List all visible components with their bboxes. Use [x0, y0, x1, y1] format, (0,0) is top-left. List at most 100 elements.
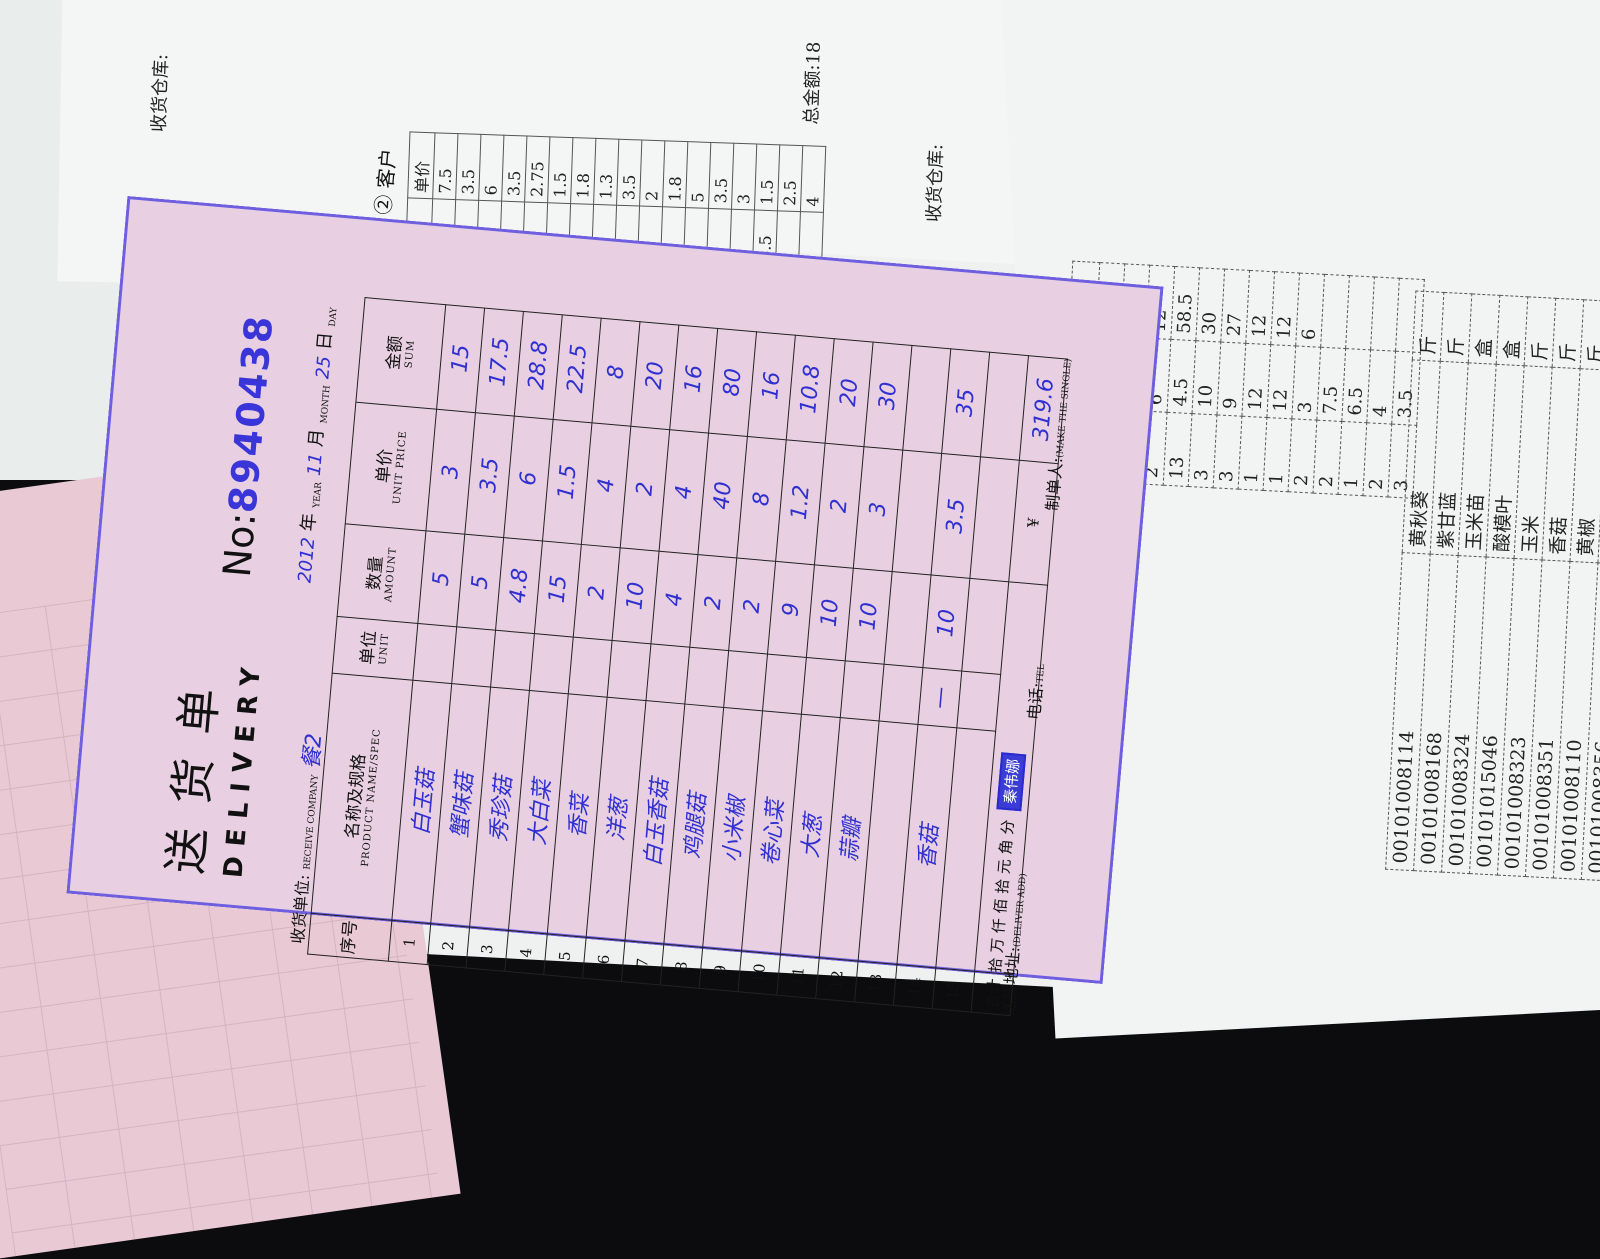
year-en: YEAR [312, 481, 325, 509]
cell-unit [840, 660, 885, 722]
top-price: 2.75 [524, 136, 550, 203]
receipt-title: 送货单 [157, 662, 230, 876]
top-price: 7.5 [432, 132, 458, 200]
total-amount-label: 总金额: [801, 64, 825, 125]
printout-unit: 盒 [1496, 295, 1528, 367]
column-header-cn: 序号 [337, 919, 361, 955]
cell-no: 1 [388, 920, 431, 965]
date-year: 2012 [294, 536, 320, 584]
receipt-number: No:8940438 [215, 312, 282, 578]
top-price: 3.5 [501, 135, 527, 202]
top-price: 3 [731, 143, 757, 210]
printout-qty: 1 [1263, 417, 1292, 492]
items-table: 序号 名称及规格 PRODUCT NAME/SPEC 单位 UNIT 数量 AMOUNT 单价… [307, 297, 1068, 1016]
cell-unit [645, 643, 690, 705]
top-price: 3.5 [708, 142, 734, 210]
tel-label: 电话: [1024, 681, 1047, 721]
top-price: 1.8 [570, 137, 596, 205]
receipt-date: 2012 年 YEAR 11 月 MONTH 25 日 DAY [289, 306, 339, 584]
top-price: 4 [800, 145, 826, 213]
cell-unit [568, 636, 613, 698]
cell-unit [762, 653, 807, 715]
column-header: 金额 SUM [355, 297, 446, 409]
printout-total: 27 [1220, 269, 1250, 344]
day-label: 日 [313, 331, 337, 351]
printout-qty: 1 [1337, 421, 1367, 496]
printout-price: 12 [1266, 344, 1296, 419]
warehouse-label-top: 收货仓库: [148, 53, 173, 133]
cell-no: 15 [932, 967, 975, 1013]
cell-unit [684, 647, 729, 708]
printout-price: 6.5 [1341, 348, 1371, 423]
printout-total [1345, 275, 1375, 350]
top-price: 5 [685, 141, 711, 209]
address-label: 送货地址: [998, 945, 1024, 1017]
printout-total: 30 [1195, 267, 1225, 343]
column-header: 单位 UNIT [332, 616, 418, 681]
top-price: 1.5 [754, 144, 780, 211]
date-month: 11 [303, 452, 327, 477]
cell-unit [956, 670, 1001, 732]
printout-price: 4.5 [1167, 339, 1196, 414]
cell-no: 10 [737, 950, 781, 996]
number-prefix: No: [214, 510, 265, 579]
cell-unit [879, 664, 923, 725]
printout-price: 9 [1216, 342, 1246, 417]
cell-no: 11 [776, 954, 820, 999]
tel-field: 电话:TEL [1020, 663, 1049, 721]
cell-unit [607, 640, 651, 701]
top-price: 2 [639, 140, 665, 207]
printout-price: 4 [1366, 349, 1396, 425]
total-amount-value: 18 [803, 41, 825, 65]
printout-total: 12 [1245, 270, 1275, 345]
maker-label: 制单人: [1042, 456, 1067, 512]
cell-unit [412, 623, 457, 684]
printout-unit: 盒 [1468, 293, 1500, 365]
cell-no: 12 [815, 957, 859, 1002]
printout-price: 7.5 [1316, 347, 1346, 422]
printout-price: 12 [1241, 343, 1271, 418]
total-amount: 总金额:18 [797, 41, 826, 125]
cell-no: 9 [699, 947, 742, 992]
printout-unit: 斤 [1524, 296, 1556, 368]
printout-unit: 斤 [1412, 290, 1444, 362]
cell-no: 13 [854, 961, 897, 1006]
top-price: 1.5 [547, 136, 573, 204]
cell-unit [801, 657, 846, 718]
cell-no: 14 [893, 964, 936, 1009]
printout-qty: 1 [1238, 416, 1267, 491]
printout-total: 6 [1295, 273, 1325, 348]
printout-qty: 2 [1313, 420, 1342, 495]
top-price: 6 [478, 134, 504, 202]
cell-unit [451, 626, 496, 688]
printout-qty: 13 [1163, 412, 1192, 487]
date-day: 25 [312, 355, 336, 380]
day-en: DAY [327, 307, 340, 328]
year-label: 年 [297, 512, 321, 533]
printout-qty: 3 [1188, 413, 1217, 488]
cell-no: 3 [465, 927, 509, 972]
printout-item-table: 00101008114 黄秋葵斤 00101008168 紫甘蓝斤 0010100832… [1385, 290, 1600, 889]
cell-unit [723, 650, 768, 711]
top-price: 3.5 [616, 139, 642, 206]
printout-total [1320, 274, 1350, 349]
top-price: 1.8 [662, 140, 688, 208]
printout-total: 12 [1270, 271, 1300, 346]
month-label: 月 [305, 428, 328, 448]
printout-unit: 斤 [1580, 299, 1600, 371]
warehouse-label: 收货仓库: [923, 143, 948, 223]
printout-unit: 斤 [1440, 292, 1472, 364]
cell-no: 8 [660, 944, 703, 989]
delivery-receipt: 送货单 DELIVERY No:8940438 2012 年 YEAR 11 月 MON… [66, 148, 1164, 1017]
printout-price: 10 [1191, 340, 1221, 415]
maker-en: (MAKE THE SINGLE) [1055, 358, 1074, 459]
cell-no: 7 [621, 940, 664, 985]
printout-total [1370, 276, 1400, 352]
month-en: MONTH [319, 384, 333, 424]
top-price: 2.5 [777, 144, 803, 212]
tel-en: TEL [1035, 663, 1048, 684]
top-col-price: 单价 [407, 131, 435, 199]
number-value: 8940438 [220, 312, 282, 515]
printout-total: 58.5 [1170, 266, 1200, 341]
cell-no: 5 [543, 933, 587, 979]
